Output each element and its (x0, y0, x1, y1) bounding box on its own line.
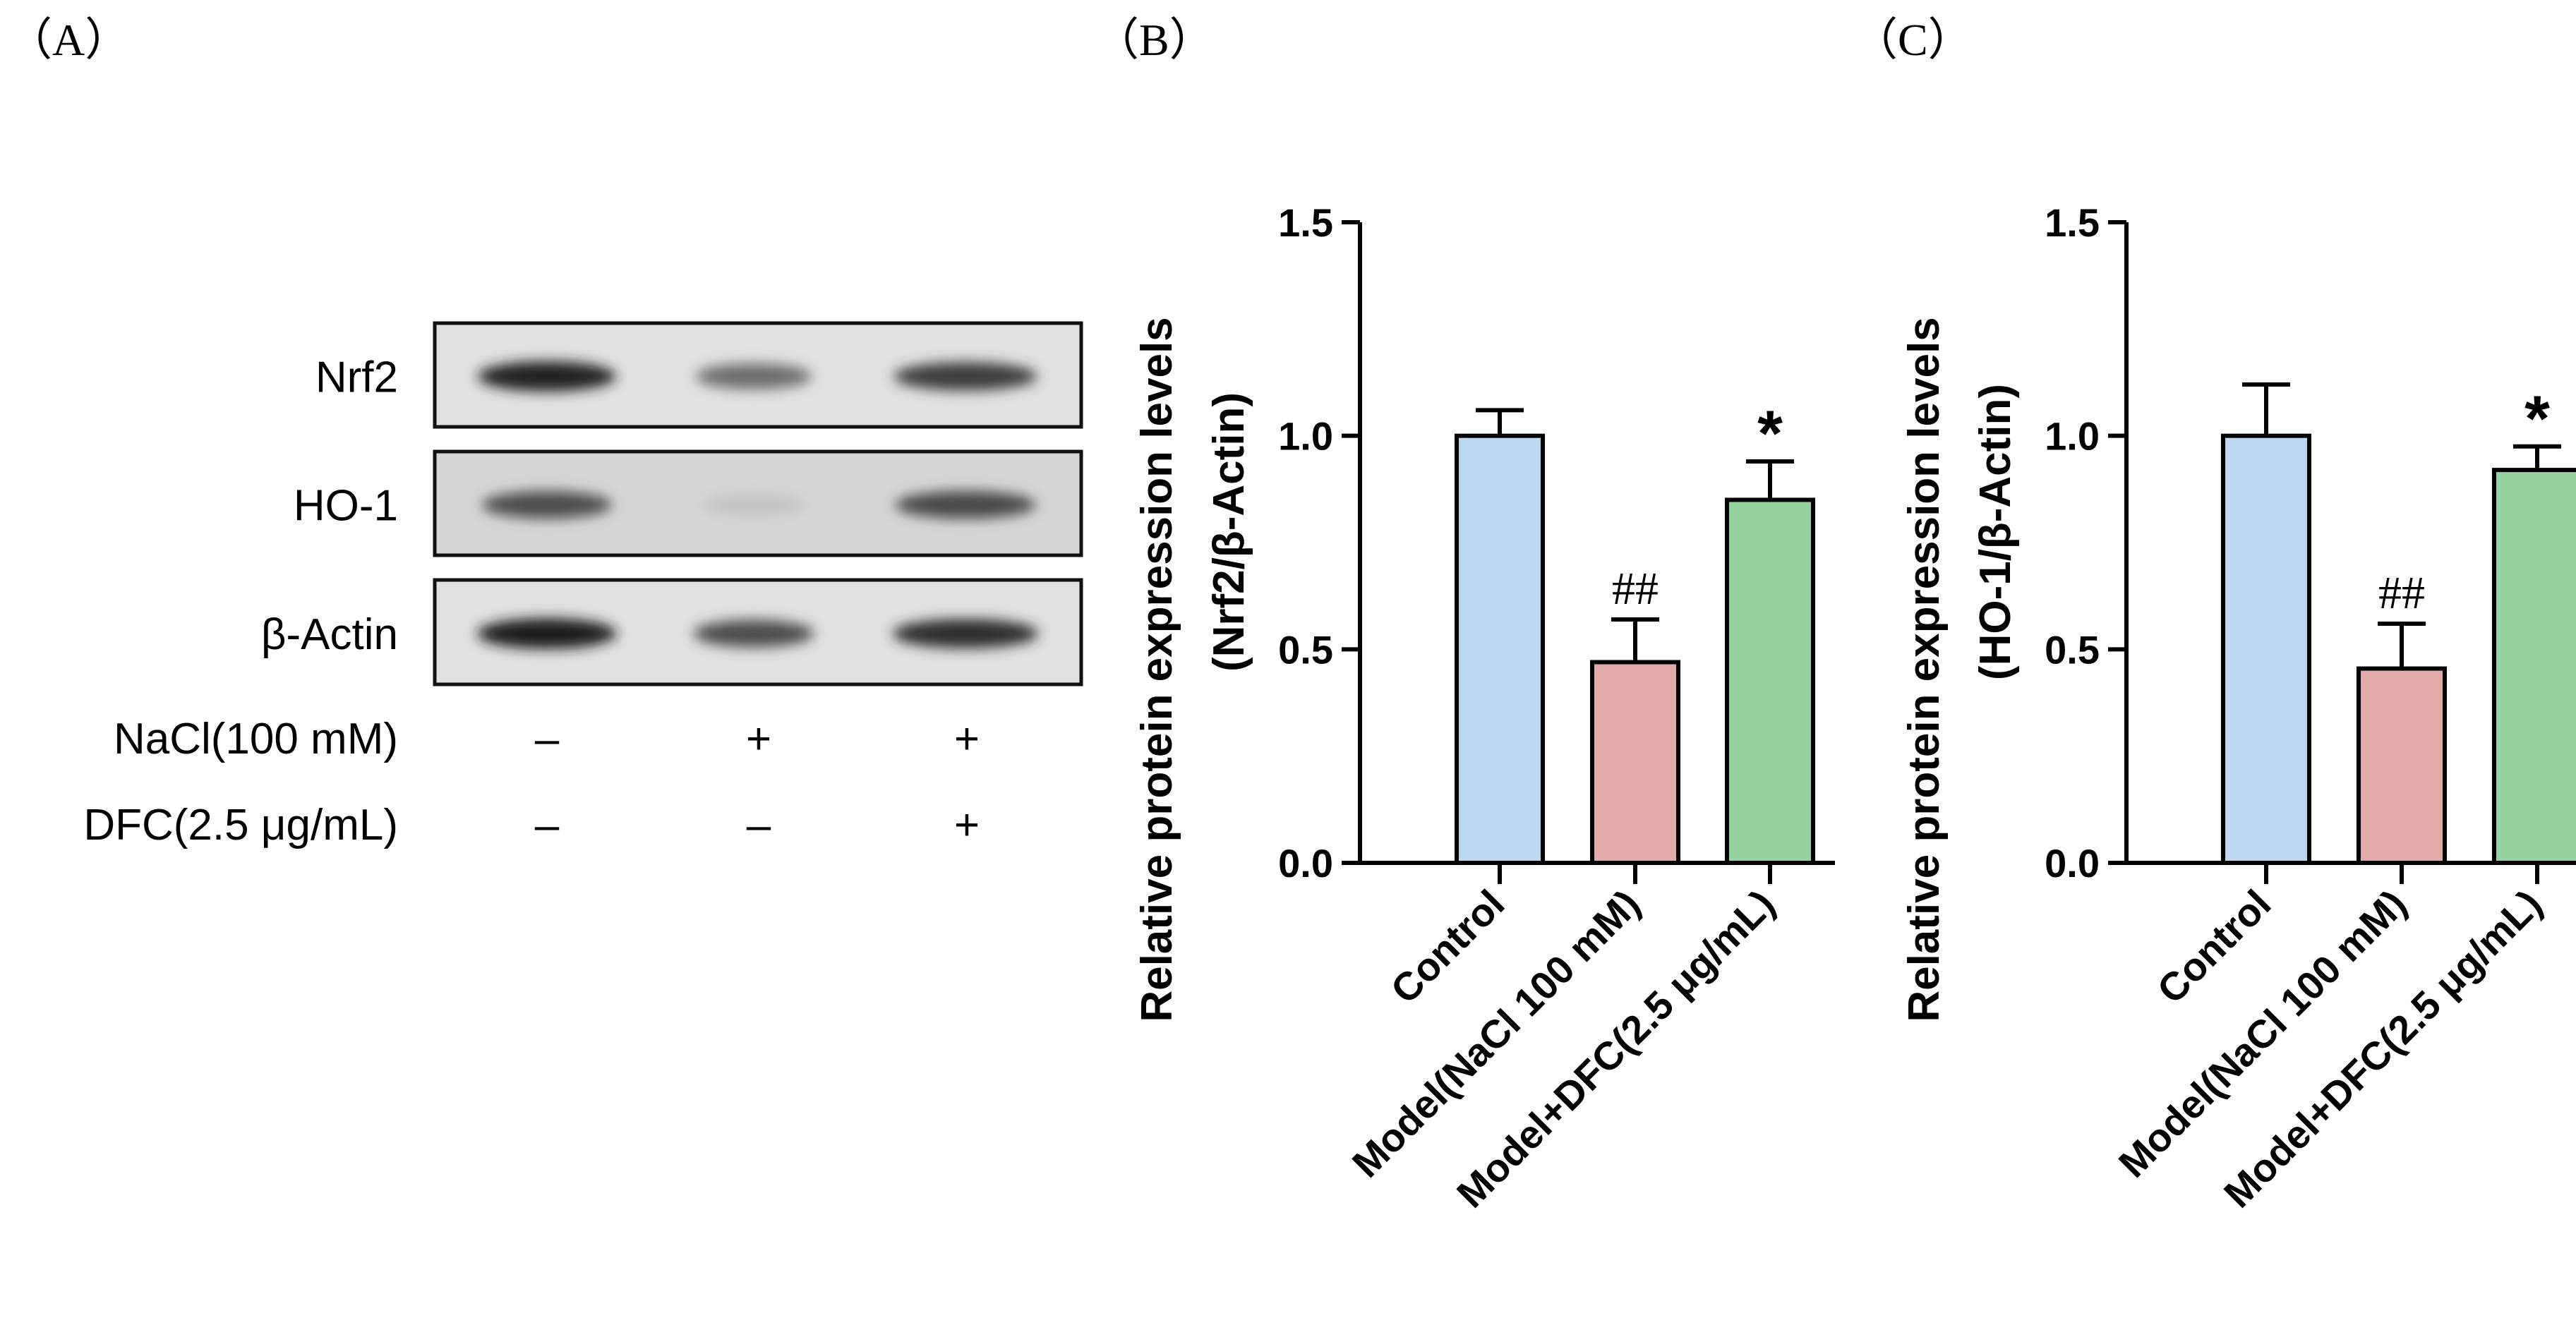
y-axis-subtitle: (HO-1/β-Actin) (1971, 384, 2020, 680)
blot-row: Nrf2 (315, 321, 1083, 429)
blot-row-label: Nrf2 (315, 353, 398, 402)
blot-row: HO-1 (294, 449, 1083, 557)
y-tick-label: 1.5 (1278, 200, 1333, 245)
treatment-row: NaCl(100 mM) – + + (114, 715, 980, 763)
treatment-label: DFC(2.5 μg/mL) (83, 801, 398, 849)
y-axis-title: Relative protein expression levels (1133, 317, 1181, 1022)
bar (2492, 468, 2576, 865)
treatment-row: DFC(2.5 μg/mL) – – + (83, 801, 980, 849)
treatment-sign: – (535, 801, 560, 849)
blot-band (478, 361, 616, 392)
treatment-sign: + (954, 715, 980, 763)
blot-band (693, 619, 814, 648)
blot-band (702, 494, 805, 516)
y-tick-label: 1.0 (1278, 414, 1333, 459)
blot-row: β-Actin (261, 578, 1083, 686)
blot-band (892, 619, 1039, 648)
y-axis-subtitle: (Nrf2/β-Actin) (1205, 392, 1253, 672)
panel-label-c: （C） (1853, 15, 1973, 65)
category-label: Control (2148, 881, 2279, 1012)
treatment-sign: – (535, 715, 560, 763)
blot-band (477, 618, 617, 649)
blot-band (695, 363, 812, 389)
y-tick-label: 0.5 (2045, 627, 2100, 672)
blot-band (893, 362, 1037, 391)
panel-label-b: （B） (1094, 15, 1215, 65)
significance-label: ## (2378, 567, 2425, 619)
bar (2221, 433, 2311, 865)
category-label: Control (1382, 881, 1512, 1012)
panel-label-a: （A） (7, 15, 130, 65)
bar (2357, 666, 2447, 865)
y-tick-label: 0.5 (1278, 627, 1333, 672)
bar (1590, 660, 1680, 865)
treatment-sign: + (954, 801, 980, 849)
bar (1455, 433, 1545, 865)
significance-label: * (2524, 383, 2550, 455)
significance-label: ## (1612, 563, 1659, 615)
y-tick-label: 0.0 (2045, 841, 2100, 885)
blot-row-label: HO-1 (294, 482, 398, 531)
y-tick-label: 1.5 (2045, 200, 2100, 245)
y-tick-label: 0.0 (1278, 841, 1333, 885)
y-axis-title: Relative protein expression levels (1900, 317, 1949, 1022)
blot-band (481, 490, 613, 519)
treatment-sign: – (747, 801, 771, 849)
blot-band (895, 490, 1036, 519)
treatment-sign: + (746, 715, 771, 763)
significance-label: * (1757, 398, 1783, 470)
treatment-label: NaCl(100 mM) (114, 715, 398, 763)
blot-row-label: β-Actin (261, 610, 398, 659)
y-tick-label: 1.0 (2045, 414, 2100, 459)
bar (1725, 497, 1815, 865)
